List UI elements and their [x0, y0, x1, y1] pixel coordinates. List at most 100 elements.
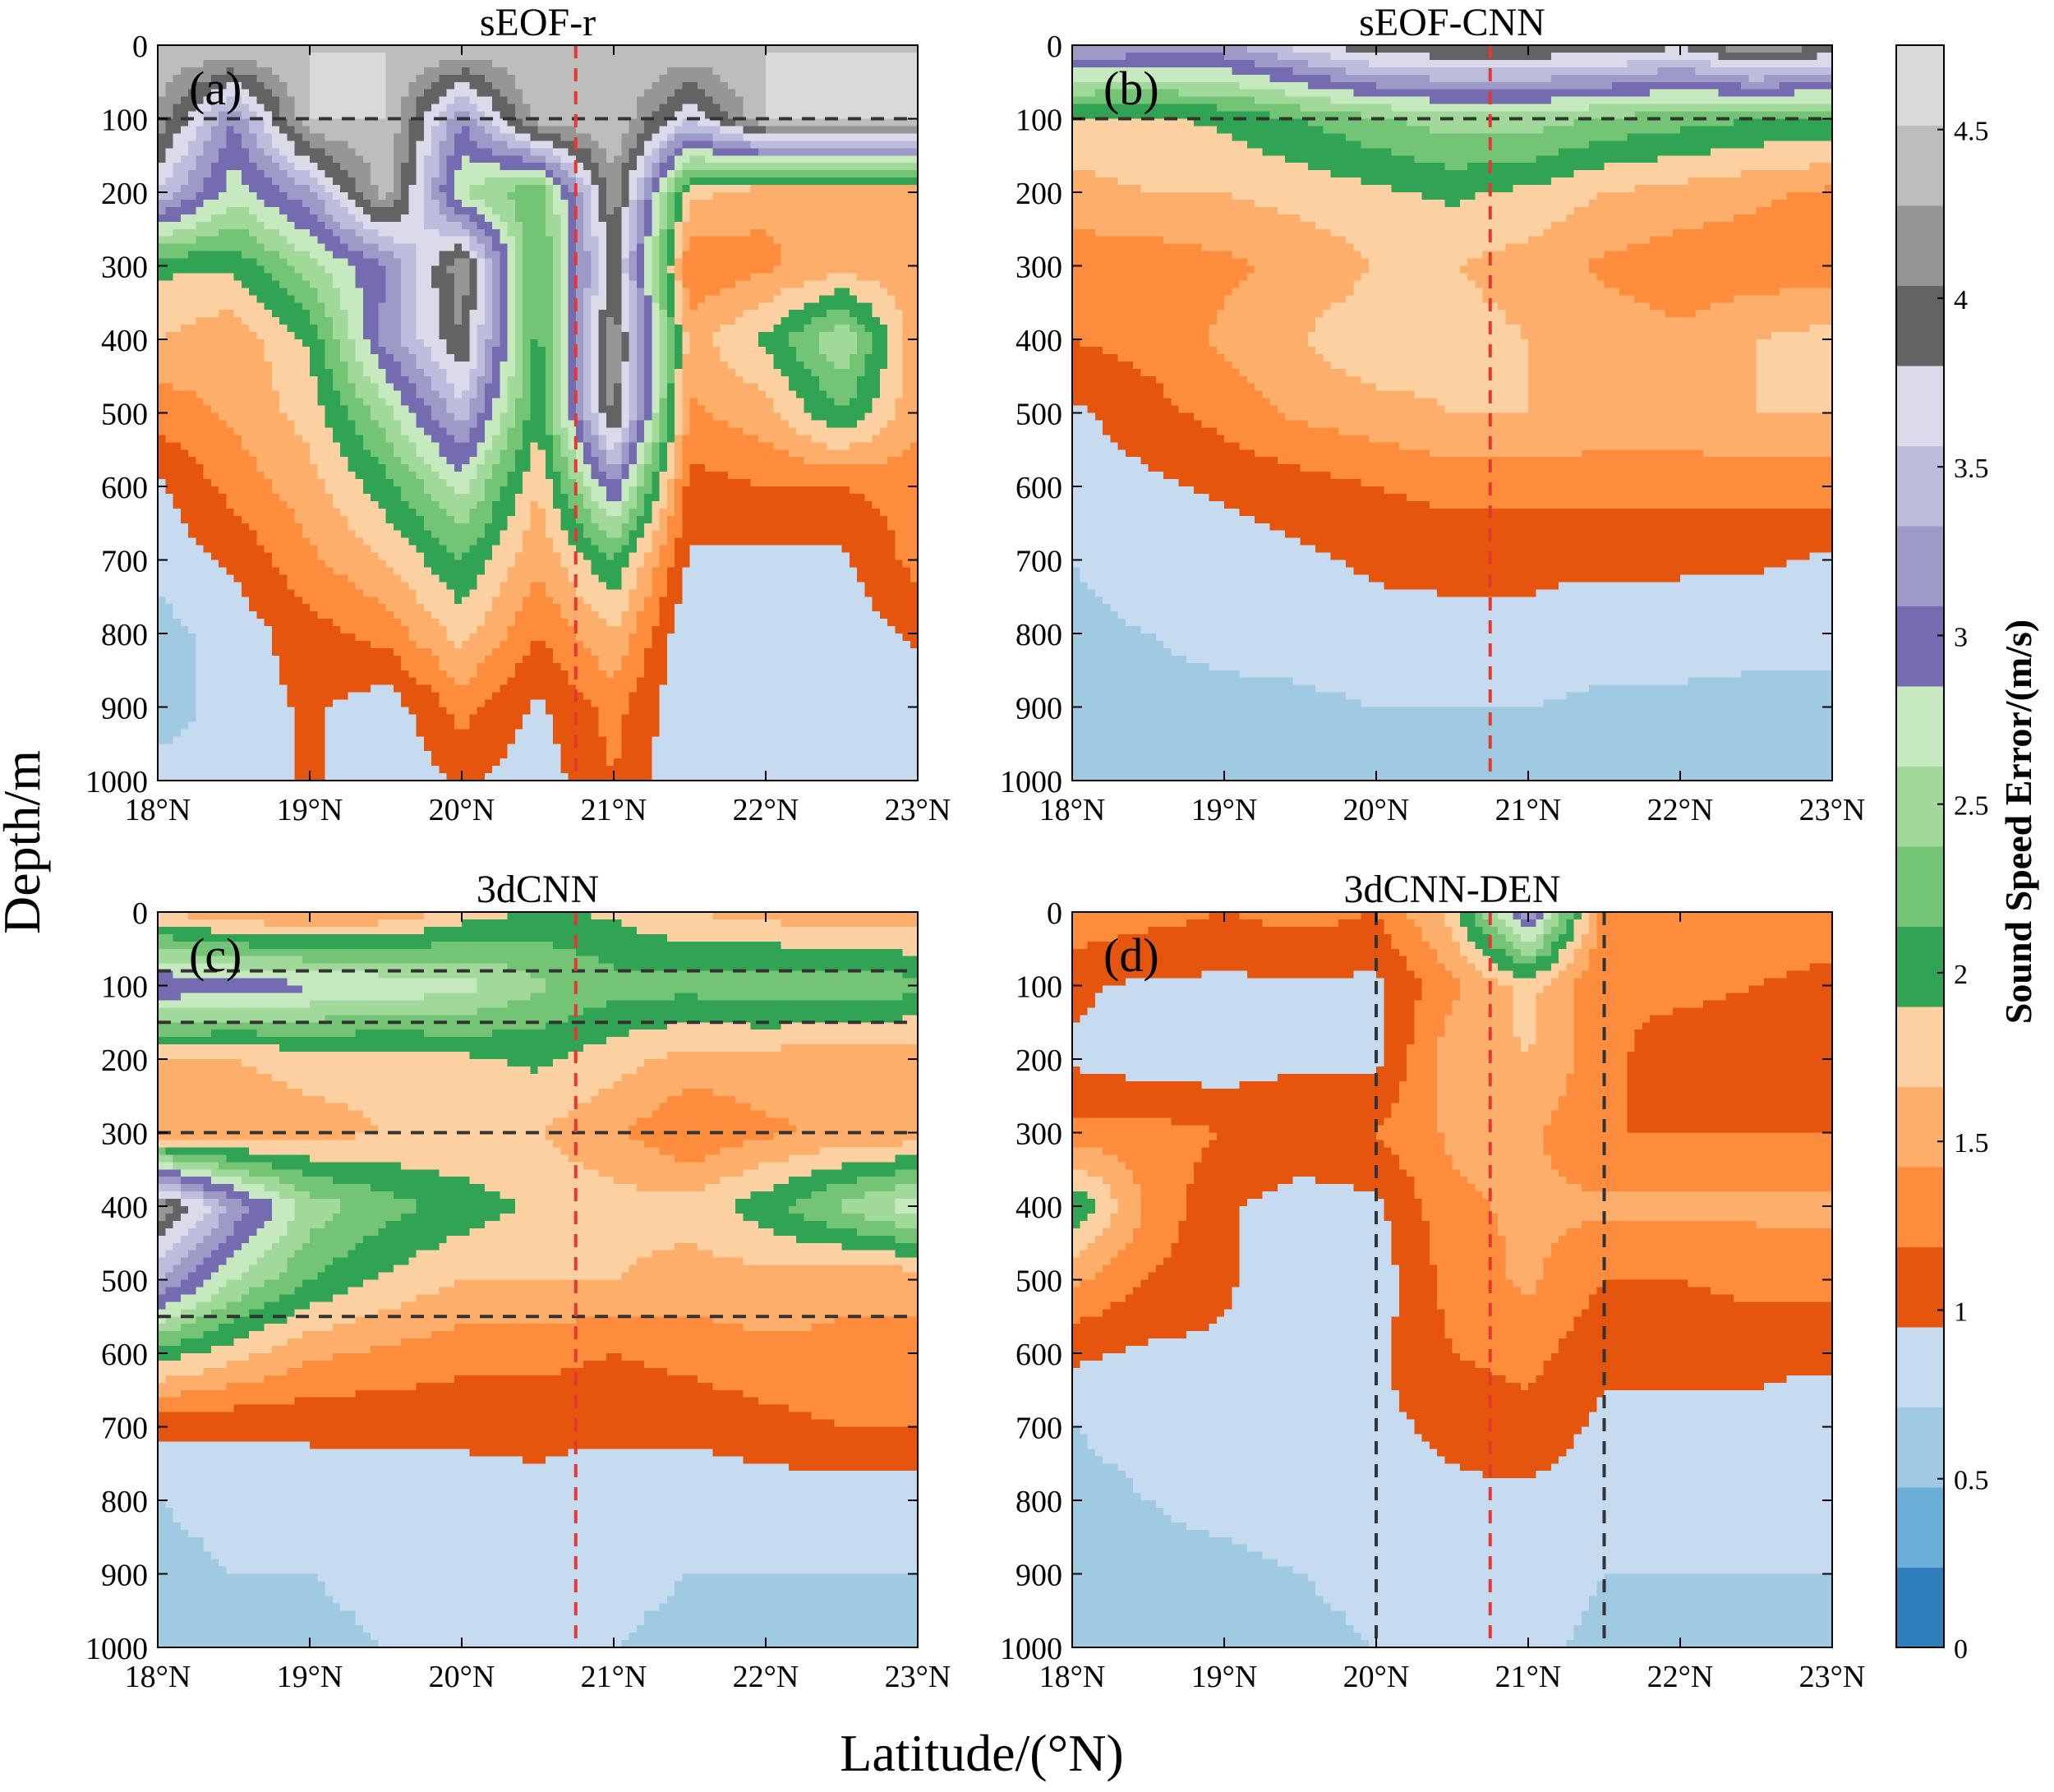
- contour-cell: [287, 412, 326, 422]
- contour-cell: [766, 89, 919, 98]
- contour-cell: [203, 1331, 250, 1339]
- contour-cell: [1437, 1052, 1575, 1060]
- contour-cell: [545, 985, 919, 994]
- contour-cell: [264, 1301, 311, 1310]
- contour-cell: [523, 89, 645, 98]
- panel-label: (a): [189, 62, 242, 115]
- contour-cell: [158, 537, 196, 546]
- contour-cell: [249, 1147, 561, 1155]
- contour-cell: [666, 537, 675, 546]
- contour-cell: [416, 1206, 516, 1214]
- y-tick-label: 300: [1015, 1117, 1062, 1152]
- contour-cell: [196, 104, 212, 113]
- contour-cell: [431, 104, 448, 113]
- contour-cell: [606, 236, 622, 245]
- contour-cell: [226, 1235, 250, 1244]
- colorbar-segment: [1896, 1086, 1944, 1168]
- contour-cell: [416, 1250, 652, 1259]
- contour-cell: [621, 310, 630, 318]
- panel-title: sEOF-r: [480, 1, 596, 44]
- contour-cell: [666, 515, 683, 524]
- contour-cell: [173, 1220, 196, 1229]
- contour-cell: [682, 500, 873, 509]
- contour-cell: [575, 325, 584, 333]
- contour-cell: [621, 221, 630, 230]
- contour-cell: [158, 970, 174, 979]
- contour-cell: [652, 346, 661, 355]
- y-tick-label: 400: [1015, 1191, 1062, 1225]
- contour-cell: [1140, 368, 1241, 377]
- contour-cell: [652, 449, 661, 458]
- contour-cell: [431, 265, 448, 274]
- x-tick-label: 20°N: [429, 1660, 495, 1694]
- contour-cell: [1080, 574, 1370, 583]
- contour-cell: [500, 1191, 752, 1200]
- contour-cell: [416, 1382, 713, 1391]
- contour-cell: [530, 405, 546, 414]
- contour-cell: [1072, 1471, 1126, 1479]
- contour-cell: [629, 405, 638, 414]
- contour-cell: [621, 1640, 919, 1648]
- contour-cell: [1315, 325, 1522, 333]
- contour-cell: [1627, 1059, 1833, 1067]
- contour-cell: [1178, 1220, 1241, 1229]
- contour-cell: [264, 1250, 296, 1259]
- x-tick-label: 23°N: [1799, 793, 1866, 827]
- contour-cell: [530, 104, 638, 113]
- contour-cell: [271, 111, 280, 120]
- contour-cell: [423, 1030, 493, 1038]
- contour-cell: [484, 251, 500, 260]
- contour-cell: [1763, 141, 1833, 149]
- contour-cell: [1072, 479, 1180, 487]
- contour-cell: [1513, 1007, 1536, 1016]
- contour-cell: [1072, 1103, 1393, 1112]
- contour-cell: [401, 111, 417, 120]
- contour-cell: [629, 420, 638, 428]
- y-tick-label: 700: [1015, 545, 1062, 579]
- contour-cell: [1384, 1044, 1407, 1053]
- contour-cell: [583, 302, 592, 311]
- contour-cell: [271, 133, 288, 141]
- contour-cell: [568, 574, 600, 583]
- contour-cell: [401, 420, 417, 428]
- contour-cell: [675, 1581, 919, 1589]
- contour-cell: [689, 155, 706, 164]
- contour-cell: [1262, 148, 1393, 156]
- contour-cell: [158, 1132, 357, 1141]
- contour-cell: [348, 310, 364, 318]
- contour-cell: [454, 383, 470, 392]
- contour-cell: [500, 582, 531, 590]
- contour-cell: [675, 375, 683, 385]
- contour-cell: [393, 155, 409, 164]
- contour-cell: [165, 1287, 196, 1295]
- contour-cell: [484, 420, 500, 428]
- contour-cell: [378, 1125, 546, 1134]
- contour-cell: [484, 560, 516, 569]
- contour-cell: [1072, 1419, 1415, 1428]
- contour-cell: [271, 368, 311, 377]
- contour-cell: [1384, 1206, 1423, 1214]
- contour-cell: [1094, 1206, 1119, 1214]
- contour-cell: [887, 515, 919, 524]
- contour-cell: [241, 1213, 273, 1222]
- contour-cell: [1634, 295, 1734, 303]
- contour-cell: [1072, 1242, 1089, 1251]
- contour-cell: [788, 1404, 919, 1413]
- contour-cell: [287, 155, 311, 164]
- contour-cell: [484, 619, 516, 627]
- contour-cell: [1528, 375, 1757, 385]
- contour-cell: [431, 647, 493, 656]
- contour-cell: [371, 684, 394, 693]
- contour-cell: [416, 104, 432, 113]
- y-tick-label: 500: [1015, 1265, 1062, 1299]
- contour-cell: [614, 1080, 919, 1089]
- contour-cell: [514, 236, 523, 245]
- contour-cell: [226, 177, 242, 186]
- contour-cell: [1437, 1095, 1559, 1104]
- contour-cell: [348, 332, 364, 340]
- contour-cell: [1072, 420, 1103, 428]
- contour-cell: [188, 89, 212, 98]
- contour-cell: [477, 464, 493, 472]
- contour-cell: [575, 589, 630, 597]
- contour-cell: [666, 457, 675, 465]
